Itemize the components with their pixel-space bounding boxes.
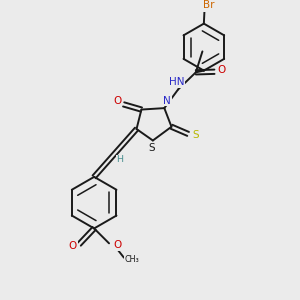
Text: O: O [69,241,77,251]
Text: S: S [148,143,155,153]
Text: O: O [113,240,122,250]
Text: S: S [192,130,199,140]
Text: N: N [163,96,171,106]
Text: HN: HN [169,77,184,87]
Text: CH₃: CH₃ [124,255,139,264]
Text: O: O [113,96,121,106]
Text: Br: Br [203,0,215,10]
Text: H: H [116,155,124,164]
Text: O: O [218,65,226,75]
